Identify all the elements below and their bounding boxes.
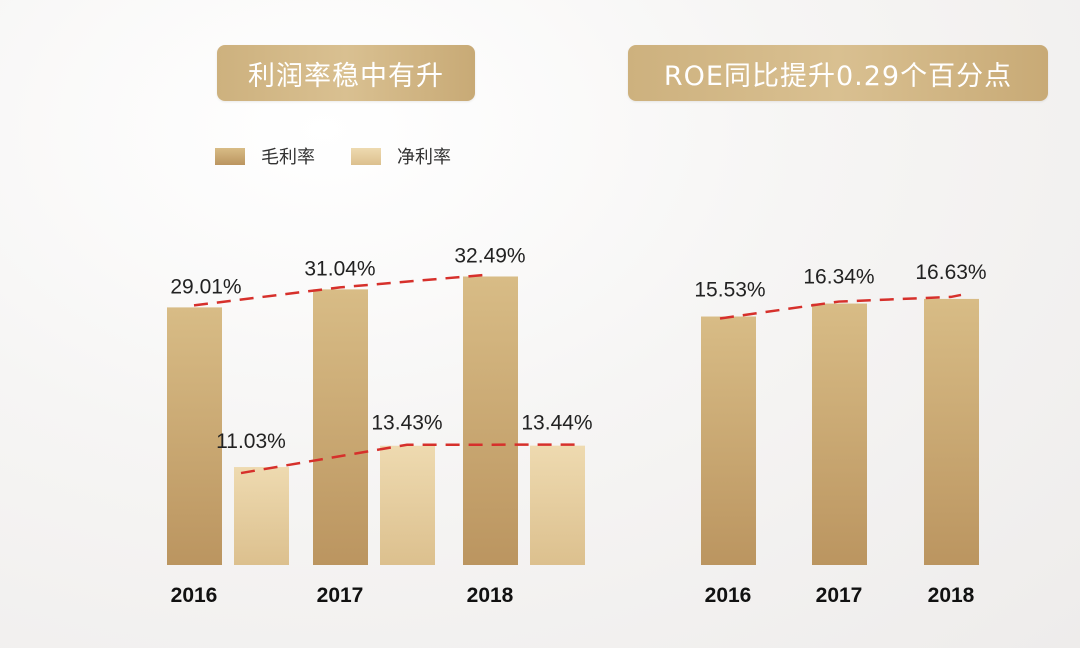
label-net-2018: 13.44%: [521, 412, 592, 435]
label-net-2016: 11.03%: [216, 430, 286, 453]
trend-line-gross: [193, 273, 491, 307]
bar-roe-2016: [701, 316, 756, 565]
label-gross-2017: 31.04%: [304, 257, 375, 280]
x-tick-roe-2018: 2018: [928, 584, 975, 607]
x-tick-2016: 2016: [171, 584, 218, 607]
label-roe-2017: 16.34%: [803, 266, 874, 289]
bar-net-2018: [530, 445, 585, 565]
bar-gross-2017: [313, 289, 368, 565]
left-chart-title: 利润率稳中有升: [217, 45, 475, 101]
legend-label-gross: 毛利率: [261, 147, 315, 168]
legend-label-net: 净利率: [397, 147, 451, 168]
legend-item-gross: 毛利率: [215, 143, 315, 169]
bar-net-2017: [380, 445, 435, 565]
bar-gross-2018: [463, 276, 518, 565]
legend-swatch-net: [351, 147, 381, 165]
bar-roe-2018: [924, 298, 979, 565]
trend-line-roe: [719, 293, 962, 320]
legend-swatch-gross: [215, 147, 245, 165]
bar-net-2016: [234, 467, 289, 565]
label-gross-2016: 29.01%: [170, 275, 241, 298]
legend: 毛利率 净利率: [215, 143, 487, 169]
x-tick-2018: 2018: [467, 584, 514, 607]
label-gross-2018: 32.49%: [454, 244, 525, 267]
legend-item-net: 净利率: [351, 143, 451, 169]
x-tick-roe-2017: 2017: [816, 584, 863, 607]
bar-gross-2016: [167, 307, 222, 565]
x-tick-2017: 2017: [317, 584, 364, 607]
label-roe-2018: 16.63%: [915, 261, 986, 284]
label-roe-2016: 15.53%: [694, 279, 765, 302]
label-net-2017: 13.43%: [371, 412, 442, 435]
bar-roe-2017: [812, 303, 867, 565]
right-chart-title: ROE同比提升0.29个百分点: [628, 45, 1048, 101]
x-tick-roe-2016: 2016: [705, 584, 752, 607]
trend-line-net: [240, 443, 582, 475]
